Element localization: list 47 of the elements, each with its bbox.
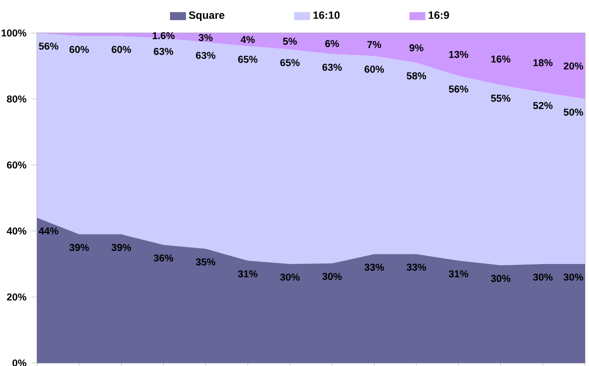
data-label: 39% xyxy=(112,244,132,251)
data-label: 6% xyxy=(325,40,340,48)
data-label: 63% xyxy=(322,64,342,71)
legend-label: 16:10 xyxy=(313,11,340,19)
data-label: 63% xyxy=(196,52,216,59)
data-label: 52% xyxy=(533,102,553,110)
data-label: 13% xyxy=(449,50,468,58)
y-tick-label: 40% xyxy=(6,227,26,235)
legend-label: Square xyxy=(188,11,224,22)
data-label: 30% xyxy=(322,272,342,280)
data-label: 30% xyxy=(533,274,553,281)
data-label: 30% xyxy=(490,274,510,282)
data-label: 60% xyxy=(70,46,89,53)
data-label: 35% xyxy=(196,258,216,266)
data-label: 60% xyxy=(112,46,132,53)
data-label: 55% xyxy=(490,94,510,102)
data-label: 50% xyxy=(564,108,584,116)
y-tick-label: 20% xyxy=(6,293,26,301)
data-label: 16% xyxy=(491,56,510,63)
data-label: 30% xyxy=(564,274,584,281)
y-tick-label: 60% xyxy=(6,161,26,169)
data-label: 1.6% xyxy=(152,32,175,40)
data-label: 18% xyxy=(533,59,553,66)
data-label: 20% xyxy=(564,62,584,70)
data-label: 63% xyxy=(154,48,174,55)
data-label: 33% xyxy=(406,264,426,271)
data-label: 65% xyxy=(280,59,300,66)
data-label: 39% xyxy=(69,244,89,251)
legend-label: 16:9 xyxy=(428,11,449,19)
data-label: 31% xyxy=(448,270,468,278)
data-label: 65% xyxy=(238,56,258,63)
data-label: 60% xyxy=(364,66,384,73)
data-label: 9% xyxy=(410,44,424,52)
data-label: 30% xyxy=(280,274,300,281)
data-label: 36% xyxy=(154,254,174,262)
data-label: 7% xyxy=(367,41,382,48)
data-label: 31% xyxy=(238,270,258,278)
y-tick-label: 100% xyxy=(2,29,26,37)
data-label: 5% xyxy=(283,38,297,45)
data-label: 56% xyxy=(448,85,468,93)
data-label: 44% xyxy=(38,227,58,234)
data-label: 58% xyxy=(406,72,426,80)
data-label: 33% xyxy=(364,264,384,271)
data-label: 56% xyxy=(38,42,58,50)
data-label: 3% xyxy=(198,34,213,42)
y-tick-label: 80% xyxy=(6,95,26,103)
data-label: 4% xyxy=(240,36,255,44)
